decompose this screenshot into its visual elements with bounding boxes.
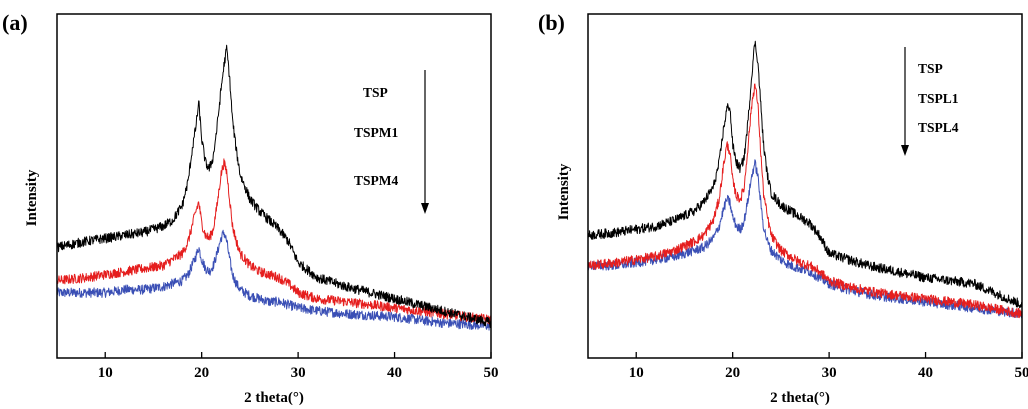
x-tick-label: 10 bbox=[98, 365, 113, 381]
x-tick-label: 40 bbox=[918, 365, 933, 381]
series-line-tspm1 bbox=[56, 158, 492, 325]
x-ticks-a: 10 20 30 40 50 bbox=[98, 352, 499, 381]
x-tick-label: 30 bbox=[291, 365, 306, 381]
x-tick-label: 40 bbox=[387, 365, 402, 381]
panel-label-a: (a) bbox=[2, 10, 28, 35]
plot-frame-b bbox=[587, 13, 1023, 359]
legend-item-tspl4-b: TSPL4 bbox=[918, 120, 959, 135]
x-axis-title-a: 2 theta(°) bbox=[244, 390, 304, 406]
x-ticks-b: 10 20 30 40 50 bbox=[629, 352, 1028, 381]
legend-item-tspm4-a: TSPM4 bbox=[354, 173, 399, 188]
legend-item-tsp-b: TSP bbox=[918, 61, 943, 76]
x-tick-label: 20 bbox=[194, 365, 209, 381]
legend-arrow-head-b bbox=[901, 145, 909, 156]
x-tick-label: 50 bbox=[1015, 365, 1028, 381]
legend-item-tsp-a: TSP bbox=[363, 85, 388, 100]
plot-frame-a bbox=[56, 13, 492, 359]
legend-item-tspl1-b: TSPL1 bbox=[918, 91, 959, 106]
series-line-tspm4 bbox=[56, 229, 492, 331]
legend-arrow-head-a bbox=[421, 203, 429, 214]
x-tick-label: 20 bbox=[725, 365, 740, 381]
legend-item-tspm1-a: TSPM1 bbox=[354, 125, 399, 140]
chart-panel-b: (b) Intensity 2 theta(°) 10 20 30 40 50 TSP … bbox=[538, 10, 1028, 406]
series-line-tspl4 bbox=[587, 159, 1023, 319]
x-tick-label: 30 bbox=[822, 365, 837, 381]
legend-a: TSP TSPM1 TSPM4 bbox=[354, 70, 429, 214]
legend-b: TSP TSPL1 TSPL4 bbox=[901, 47, 959, 156]
series-line-tsp bbox=[587, 40, 1023, 309]
y-axis-title-b: Intensity bbox=[556, 163, 572, 220]
x-tick-label: 10 bbox=[629, 365, 644, 381]
x-axis-title-b: 2 theta(°) bbox=[770, 390, 830, 406]
y-axis-title-a: Intensity bbox=[24, 169, 40, 226]
series-line-tspl1 bbox=[587, 83, 1023, 319]
series-group-a bbox=[56, 44, 492, 331]
x-tick-label: 50 bbox=[484, 365, 499, 381]
chart-panel-a: (a) Intensity 2 theta(°) 10 20 30 40 50 TSP … bbox=[2, 10, 499, 406]
series-group-b bbox=[587, 40, 1023, 319]
series-line-tsp bbox=[56, 44, 492, 329]
panel-label-b: (b) bbox=[538, 10, 565, 35]
